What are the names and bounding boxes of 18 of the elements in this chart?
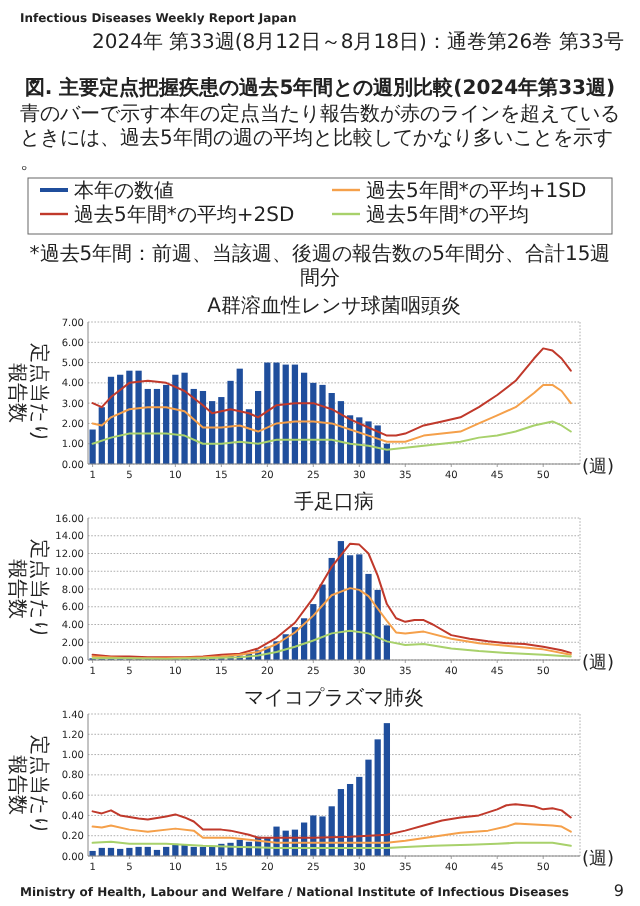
text: 図. 主要定点把握疾患の過去5年間との週別比較(2024年第33週) [24, 76, 616, 100]
chart-title: 手足口病 [294, 490, 374, 514]
legend-label: 過去5年間*の平均+1SD [366, 179, 587, 203]
x-axis-title: (週) [582, 456, 615, 478]
text: 9 [613, 882, 624, 900]
text: 青のバーで示す本年の定点当たり報告数が赤のラインを超えているときには、過去5年間の週の平均と比較してかなり多いことを示す。 [20, 102, 620, 174]
legend-label: 本年の数値 [74, 179, 174, 203]
x-axis-title: (週) [582, 652, 615, 674]
text: 2024年 第33週(8月12日～8月18日)：通巻第26巻 第33号 [92, 30, 624, 54]
legend-label: 過去5年間*の平均 [366, 203, 529, 227]
x-axis-title: (週) [582, 848, 615, 870]
chart-title: マイコプラズマ肺炎 [244, 686, 424, 710]
legend-label: 過去5年間*の平均+2SD [74, 203, 295, 227]
y-axis-title: 定点当たり報告数 [5, 539, 51, 639]
text: *過去5年間：前週、当該週、後週の報告数の5年間分、合計15週間分 [29, 242, 611, 290]
y-axis-title: 定点当たり報告数 [5, 343, 51, 443]
chart-title: A群溶血性レンサ球菌咽頭炎 [207, 294, 461, 318]
y-axis-title: 定点当たり報告数 [5, 735, 51, 835]
